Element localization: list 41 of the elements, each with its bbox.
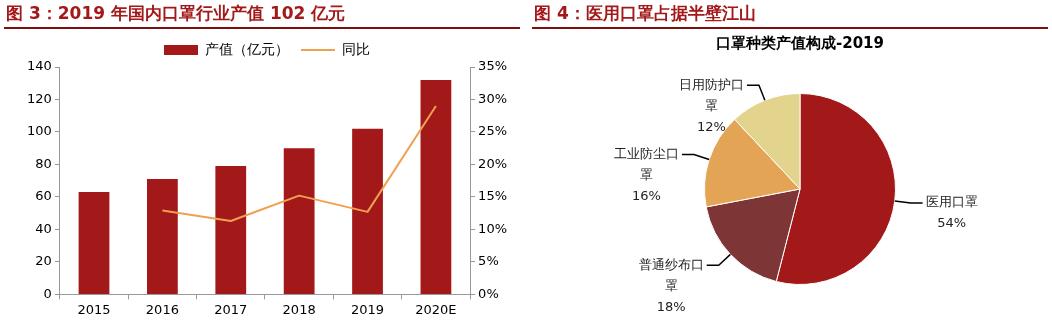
x-tick-label: 2020E <box>415 301 457 317</box>
y2-tick-label: 5% <box>478 253 499 269</box>
y-tick-label: 40 <box>35 220 52 236</box>
bar <box>420 79 452 294</box>
y2-tick-label: 0% <box>478 285 499 301</box>
data-label: 12% <box>697 118 726 134</box>
x-tick-label: 2018 <box>282 301 316 317</box>
data-label: 18% <box>656 298 686 314</box>
slice-label: 普通纱布口罩 <box>638 256 704 293</box>
data-label: 16% <box>632 187 661 203</box>
y2-tick-label: 15% <box>478 188 508 204</box>
y2-tick-label: 35% <box>478 58 508 74</box>
y2-tick-label: 10% <box>478 220 508 236</box>
y-tick-label: 140 <box>26 58 52 74</box>
x-tick-label: 2017 <box>214 301 248 317</box>
y-tick-label: 20 <box>35 253 52 269</box>
bar <box>78 192 110 294</box>
chart-title: 图 4：医用口罩占据半壁江山 <box>532 0 1048 29</box>
y-tick-label: 100 <box>26 123 52 139</box>
y2-tick-label: 30% <box>478 90 508 106</box>
legend-label: 产值（亿元） <box>205 40 289 57</box>
x-tick-label: 2015 <box>77 301 111 317</box>
y-tick-label: 0 <box>43 285 52 301</box>
y2-tick-label: 20% <box>478 155 508 171</box>
bar <box>147 179 178 294</box>
slice-label: 工业防尘口罩 <box>613 145 679 182</box>
data-label: 54% <box>937 215 967 231</box>
y-tick-label: 80 <box>35 155 52 171</box>
y2-tick-label: 25% <box>478 123 508 139</box>
slice-label: 日用防护口罩 <box>678 76 744 113</box>
chart-subtitle: 口罩种类产值构成-2019 <box>716 33 884 52</box>
x-tick-label: 2019 <box>350 301 385 317</box>
bar <box>283 148 315 294</box>
y-tick-label: 60 <box>35 188 52 204</box>
legend-label: 同比 <box>342 40 370 57</box>
chart-title: 图 3：2019 年国内口罩行业产值 102 亿元 <box>4 0 520 29</box>
x-tick-label: 2016 <box>145 301 179 317</box>
bar <box>215 166 247 294</box>
y-tick-label: 120 <box>26 90 52 106</box>
slice-label: 医用口罩 <box>925 194 978 210</box>
bar <box>352 128 383 294</box>
